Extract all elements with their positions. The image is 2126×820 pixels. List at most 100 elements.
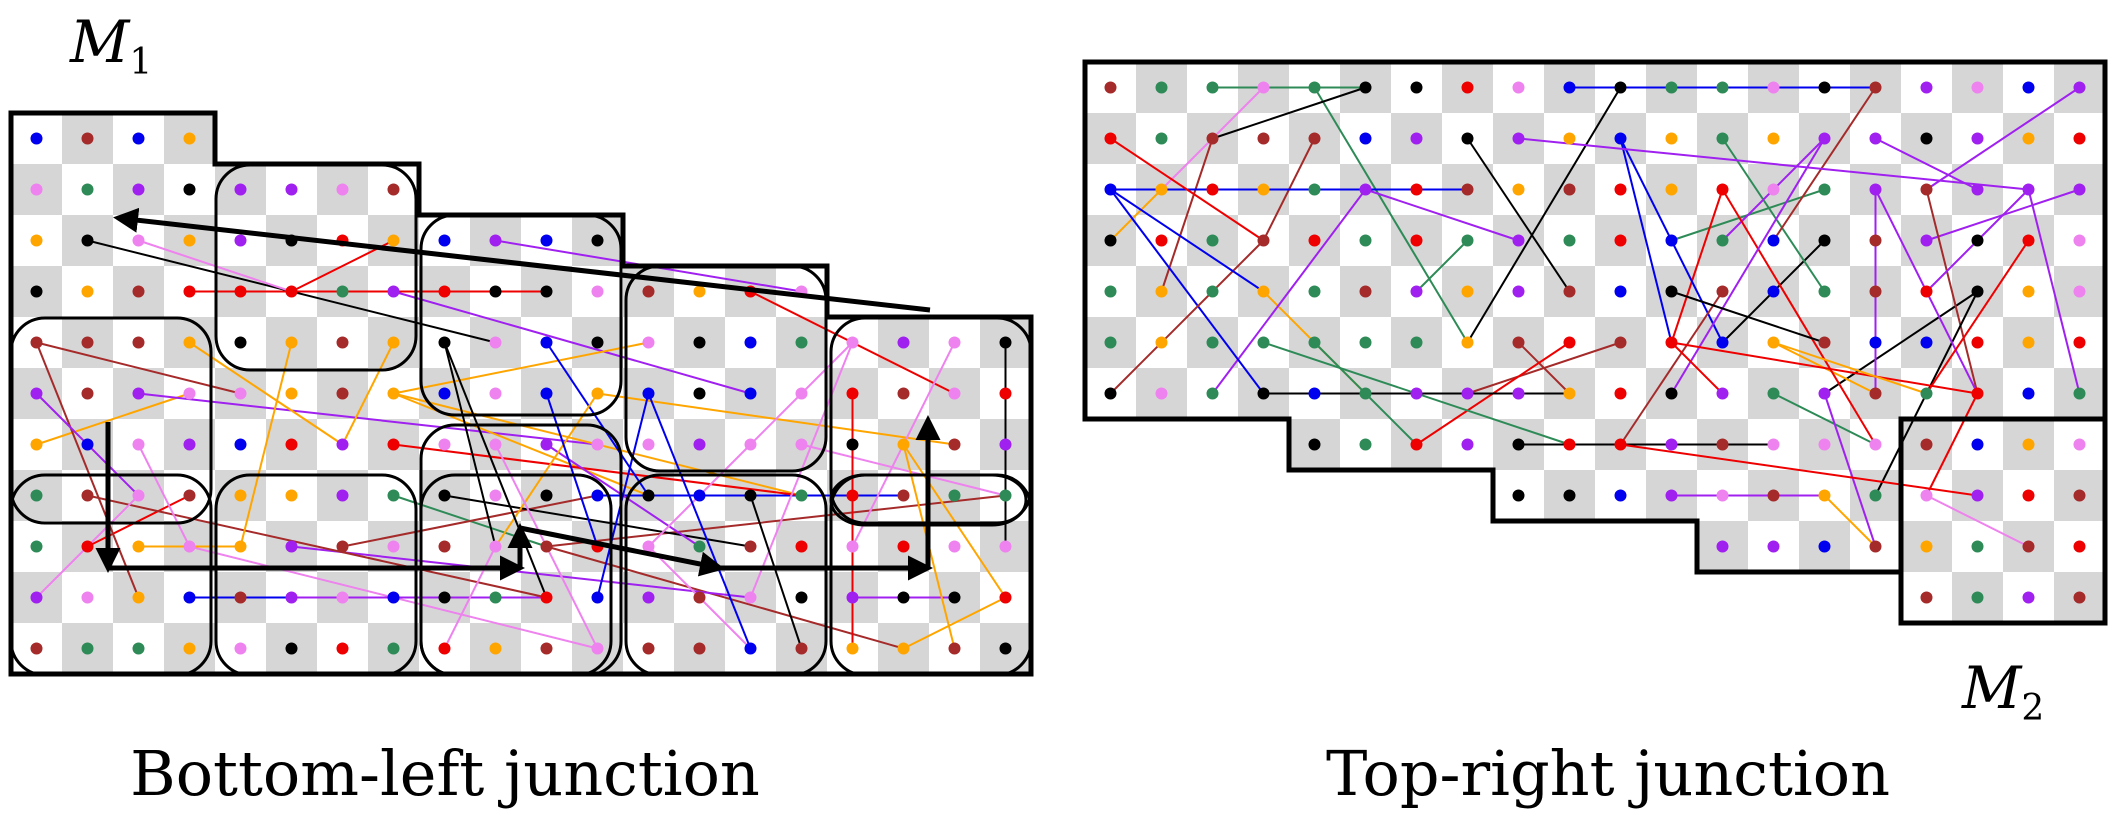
- grid-dot: [744, 540, 757, 553]
- grid-dot: [30, 591, 43, 604]
- grid-dot: [183, 234, 196, 247]
- wire-line: [1670, 189, 1724, 343]
- grid-dot: [1461, 285, 1474, 298]
- wire-line: [1925, 239, 2030, 395]
- grid-dot: [1665, 132, 1678, 145]
- grid-dot: [438, 591, 451, 604]
- grid-dot: [948, 336, 961, 349]
- grid-dot: [846, 336, 859, 349]
- grid-dot: [81, 489, 94, 502]
- grid-dot: [1767, 285, 1780, 298]
- grid-dot: [2073, 438, 2086, 451]
- grid-dot: [1308, 81, 1321, 94]
- grid-dot: [897, 540, 910, 553]
- grid-dot: [81, 285, 94, 298]
- wire-line: [1365, 188, 1519, 242]
- grid-dot: [81, 591, 94, 604]
- wire-line: [903, 596, 1006, 650]
- grid-dot: [1257, 285, 1270, 298]
- grid-dot: [1665, 387, 1678, 400]
- grid-dot: [999, 540, 1012, 553]
- grid-dot: [1869, 81, 1882, 94]
- grid-dot: [1614, 132, 1627, 145]
- grid-dot: [795, 438, 808, 451]
- grid-dot: [1818, 489, 1831, 502]
- grid-dot: [1716, 438, 1729, 451]
- wire-line: [1721, 188, 1877, 446]
- grid-dot: [387, 489, 400, 502]
- grid-dot: [30, 642, 43, 655]
- grid-dot: [948, 642, 961, 655]
- grid-dot: [1971, 591, 1984, 604]
- grid-dot: [1512, 81, 1525, 94]
- grid-dot: [1359, 183, 1372, 196]
- wire-line: [1212, 86, 1366, 140]
- wire-line: [1670, 341, 1724, 395]
- grid-dot: [642, 336, 655, 349]
- grid-dot: [1155, 81, 1168, 94]
- left-region-outline: [8, 110, 1034, 677]
- grid-dot: [183, 285, 196, 298]
- grid-dot: [1818, 183, 1831, 196]
- grid-dot: [1104, 132, 1117, 145]
- grid-dot: [693, 438, 706, 451]
- path-arrow: [113, 207, 931, 313]
- wire-line: [545, 341, 650, 497]
- grid-dot: [2073, 234, 2086, 247]
- wire-line: [1721, 137, 1826, 293]
- grid-dot: [2022, 132, 2035, 145]
- grid-dot: [948, 438, 961, 451]
- grid-dot: [489, 540, 502, 553]
- grid-dot: [1512, 387, 1525, 400]
- grid-dot: [183, 591, 196, 604]
- grid-dot: [81, 183, 94, 196]
- grid-dot: [489, 489, 502, 502]
- grid-dot: [1461, 336, 1474, 349]
- grid-dot: [642, 285, 655, 298]
- grid-dot: [81, 540, 94, 553]
- wire-line: [1619, 290, 1724, 446]
- grid-dot: [387, 387, 400, 400]
- path-arrow: [519, 525, 725, 577]
- grid-dot: [387, 591, 400, 604]
- wire-line: [1671, 341, 1978, 395]
- grid-dot: [132, 540, 145, 553]
- grid-dot: [489, 642, 502, 655]
- grid-dot: [2022, 591, 2035, 604]
- grid-dot: [948, 591, 961, 604]
- grid-dot: [1206, 183, 1219, 196]
- wire-line: [444, 494, 751, 548]
- wire-line: [1823, 290, 1979, 395]
- grid-dot: [1308, 438, 1321, 451]
- grid-dot: [132, 234, 145, 247]
- wire-line: [545, 393, 599, 547]
- wire-line: [443, 342, 497, 547]
- grid-dot: [30, 438, 43, 451]
- grid-dot: [1155, 183, 1168, 196]
- grid-dot: [1206, 234, 1219, 247]
- wire-line: [342, 494, 598, 548]
- grid-dot: [1206, 132, 1219, 145]
- grid-dot: [387, 183, 400, 196]
- wire-line: [1466, 86, 1622, 344]
- grid-dot: [693, 336, 706, 349]
- grid-dot: [999, 387, 1012, 400]
- grid-dot: [132, 438, 145, 451]
- bottom-left-junction-diagram: [8, 110, 1034, 677]
- grid-dot: [591, 438, 604, 451]
- grid-dot: [1920, 489, 1933, 502]
- grid-dot: [846, 489, 859, 502]
- wire-line: [749, 495, 803, 649]
- grid-dot: [1920, 540, 1933, 553]
- grid-dot: [132, 285, 145, 298]
- grid-dot: [1971, 438, 1984, 451]
- grid-dot: [489, 387, 502, 400]
- grid-dot: [1155, 285, 1168, 298]
- grid-dot: [1461, 438, 1474, 451]
- wire-line: [1823, 393, 1877, 547]
- grid-dot: [999, 336, 1012, 349]
- grid-dot: [1920, 591, 1933, 604]
- grid-dot: [2073, 489, 2086, 502]
- grid-dot: [1410, 438, 1423, 451]
- grid-dot: [846, 540, 859, 553]
